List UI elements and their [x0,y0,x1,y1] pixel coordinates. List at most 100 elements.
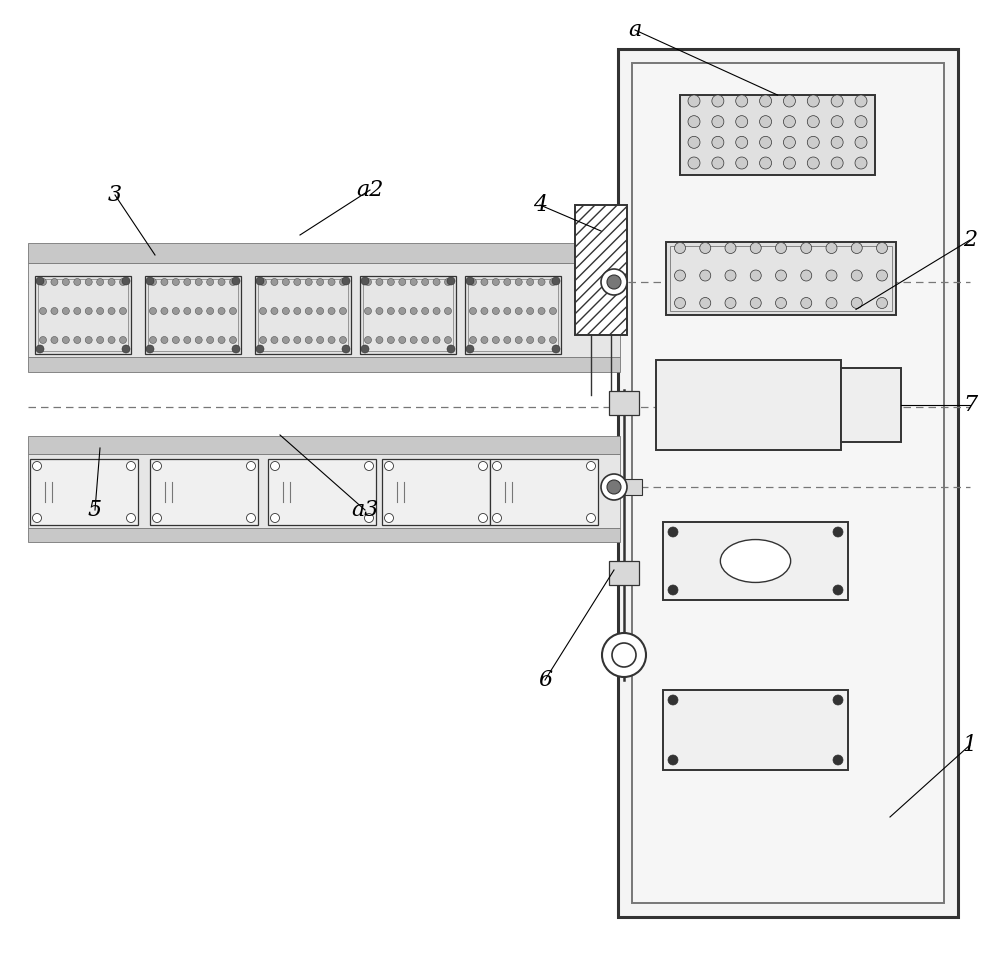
Circle shape [340,308,347,315]
Circle shape [712,157,724,169]
Circle shape [783,136,795,149]
Circle shape [504,308,511,315]
Circle shape [750,242,761,254]
Circle shape [783,95,795,107]
Circle shape [62,279,69,286]
Circle shape [527,308,534,315]
Text: a: a [628,19,642,41]
Circle shape [108,337,115,344]
Bar [28,454,620,528]
Circle shape [340,279,347,286]
Circle shape [207,308,214,315]
Circle shape [826,297,837,309]
Circle shape [270,513,280,522]
Circle shape [317,337,324,344]
Text: 6: 6 [538,669,552,691]
Circle shape [552,345,560,353]
Circle shape [876,270,888,281]
Circle shape [750,297,761,309]
Circle shape [152,461,162,471]
Circle shape [271,279,278,286]
Circle shape [122,277,130,285]
Circle shape [612,643,636,667]
Circle shape [40,337,46,344]
Circle shape [305,279,312,286]
Bar [258,279,348,351]
Circle shape [230,337,237,344]
Circle shape [376,337,383,344]
Circle shape [601,269,627,295]
Bar [30,459,138,525]
Circle shape [342,277,350,285]
Circle shape [688,136,700,149]
Bar [490,459,598,525]
Circle shape [108,279,115,286]
Circle shape [364,461,374,471]
Circle shape [760,157,772,169]
Circle shape [550,337,556,344]
Circle shape [725,270,736,281]
Circle shape [504,337,511,344]
Circle shape [260,279,266,286]
Circle shape [674,297,686,309]
Circle shape [876,297,888,309]
Text: a2: a2 [356,179,384,201]
Circle shape [62,337,69,344]
Bar [680,95,875,175]
Circle shape [271,308,278,315]
Circle shape [305,308,312,315]
Circle shape [150,279,156,286]
Circle shape [783,157,795,169]
Circle shape [294,308,301,315]
Circle shape [801,242,812,254]
Circle shape [851,297,862,309]
Circle shape [146,345,154,353]
Circle shape [172,279,179,286]
Circle shape [422,337,429,344]
Bar [28,528,620,542]
Circle shape [32,461,42,471]
Circle shape [607,275,621,289]
Bar [609,391,639,415]
Bar [363,279,453,351]
Circle shape [831,136,843,149]
Circle shape [361,277,369,285]
Bar [465,276,561,354]
Circle shape [831,95,843,107]
Circle shape [85,337,92,344]
Circle shape [97,337,104,344]
Circle shape [97,308,104,315]
Circle shape [851,242,862,254]
Circle shape [40,308,46,315]
Bar [670,246,892,311]
Circle shape [161,337,168,344]
Circle shape [218,308,225,315]
Circle shape [492,279,499,286]
Circle shape [150,337,156,344]
Circle shape [855,136,867,149]
Circle shape [62,308,69,315]
Circle shape [195,279,202,286]
Circle shape [410,279,417,286]
Bar [656,360,841,450]
Circle shape [410,337,417,344]
Circle shape [126,461,136,471]
Circle shape [126,513,136,522]
Circle shape [433,308,440,315]
Circle shape [481,279,488,286]
Bar [28,243,620,263]
Bar [145,276,241,354]
Circle shape [36,277,44,285]
Circle shape [399,279,406,286]
Circle shape [317,308,324,315]
Circle shape [184,279,191,286]
Circle shape [750,270,761,281]
Circle shape [97,279,104,286]
Text: 1: 1 [963,734,977,756]
Circle shape [161,308,168,315]
Circle shape [479,513,488,522]
Circle shape [668,695,678,705]
Circle shape [361,345,369,353]
Circle shape [538,308,545,315]
Bar [38,279,128,351]
